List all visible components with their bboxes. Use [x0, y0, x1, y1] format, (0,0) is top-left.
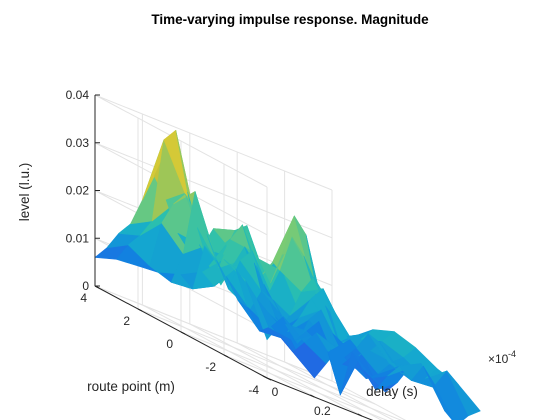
z-tick-label: 0 [82, 279, 89, 293]
x-tick-label: 0 [272, 385, 279, 399]
y-tick-mark [223, 354, 229, 358]
x-tick-mark [310, 394, 315, 398]
grid-line-x-5 [331, 190, 406, 420]
y-tick-label: -4 [248, 383, 259, 397]
z-tick-label: 0.01 [66, 231, 90, 245]
axes-frame [94, 94, 374, 420]
y-tick-label: 0 [166, 337, 173, 351]
y-tick-label: -2 [205, 360, 216, 374]
x-exponent: ×10 -4 [488, 349, 516, 366]
x-axis-label: delay (s) [366, 384, 418, 399]
x-tick-label: 0.2 [314, 404, 331, 418]
y-tick-mark [94, 285, 100, 289]
grid-line-z-4 [94, 94, 333, 191]
y-tick-label: 4 [80, 291, 87, 305]
z-axis-label: level (l.u.) [17, 163, 32, 222]
y-tick-label: 2 [123, 314, 130, 328]
z-tick-label: 0.03 [66, 136, 90, 150]
surface-patch [446, 370, 481, 417]
chart-title: Time-varying impulse response. Magnitude [151, 12, 429, 27]
x-tick-mark [262, 375, 268, 379]
y-tick-mark [180, 331, 186, 335]
x-exponent-base: ×10 [488, 352, 509, 366]
y-tick-mark [137, 308, 143, 312]
z-tick-label: 0.04 [66, 88, 90, 102]
x-axis-line [266, 377, 374, 420]
x-exponent-power: -4 [508, 349, 516, 359]
z-tick-label: 0.02 [66, 184, 90, 198]
y-tick-mark [266, 377, 272, 381]
x-tick-mark [357, 413, 363, 417]
y-axis-label: route point (m) [87, 379, 175, 394]
surface-plot [94, 130, 481, 420]
